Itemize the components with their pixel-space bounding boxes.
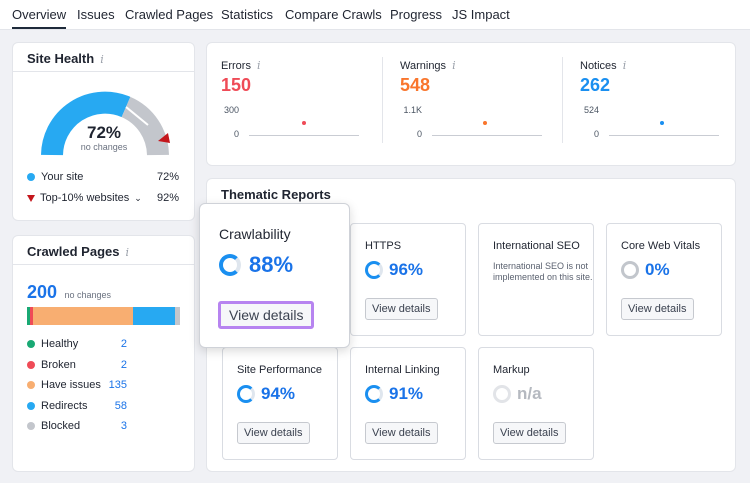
gauge-top-marker [158, 133, 170, 143]
redirects-value[interactable]: 58 [114, 400, 127, 412]
legend-top-websites[interactable]: Top-10% websites ⌄ [27, 192, 142, 204]
your-site-dot [27, 173, 35, 181]
progress-ring-icon [493, 385, 511, 403]
tab-bar: Overview Issues Crawled Pages Statistics… [0, 0, 750, 30]
crawlability-title: Crawlability [219, 226, 291, 242]
view-details-button[interactable]: View details [621, 298, 694, 320]
legend-have-issues: Have issues [27, 379, 101, 391]
bar-blocked[interactable] [175, 307, 180, 325]
tile-https: HTTPS 96% View details [350, 223, 466, 336]
bar-broken[interactable] [30, 307, 33, 325]
issues-summary-card: Errors i 150 300 0 Warnings i 548 1.1K 0 N… [206, 42, 736, 166]
gauge-percent: 72% [86, 123, 122, 142]
broken-value[interactable]: 2 [120, 359, 127, 371]
info-icon[interactable]: i [452, 59, 456, 72]
warnings-axis-max: 1.1K [403, 105, 422, 115]
progress-ring-icon [365, 385, 383, 403]
triangle-icon [27, 194, 35, 202]
tab-overview[interactable]: Overview [12, 7, 67, 29]
healthy-value[interactable]: 2 [120, 338, 127, 350]
tile-core-web-vitals: Core Web Vitals 0% View details [606, 223, 722, 336]
thematic-reports-title: Thematic Reports [221, 187, 331, 202]
crawled-total: 200 no changes [27, 282, 112, 302]
international-seo-note: International SEO is not implemented on … [493, 261, 593, 282]
notices-axis-max: 524 [583, 105, 599, 115]
errors-axis-max: 300 [223, 105, 239, 115]
legend-redirects: Redirects [27, 400, 87, 412]
errors-value[interactable]: 150 [221, 75, 252, 95]
notices-axis-min: 0 [593, 129, 599, 139]
gauge-sub: no changes [80, 142, 128, 152]
tile-international-seo: International SEO International SEO is n… [478, 223, 594, 336]
tab-progress[interactable]: Progress [390, 7, 443, 22]
blocked-value[interactable]: 3 [120, 420, 127, 432]
gauge-rest-arc [121, 96, 169, 156]
notices-sparkline-point [660, 121, 664, 125]
top-websites-value: 92% [156, 192, 179, 204]
view-details-button[interactable]: View details [237, 422, 310, 444]
tab-statistics[interactable]: Statistics [221, 7, 274, 22]
crawled-pages-title: Crawled Pages i [27, 244, 130, 259]
site-health-title: Site Health i [27, 51, 104, 66]
bar-redirects[interactable] [133, 307, 175, 325]
progress-ring-icon [219, 254, 241, 276]
notices-value[interactable]: 262 [580, 75, 611, 95]
tab-compare-crawls[interactable]: Compare Crawls [285, 7, 382, 22]
warnings-value[interactable]: 548 [400, 75, 431, 95]
gauge-your-site-arc [41, 91, 131, 156]
info-icon[interactable]: i [622, 59, 627, 72]
errors-axis-min: 0 [233, 129, 239, 139]
crawled-stacked-bar [27, 307, 180, 325]
view-details-button[interactable]: View details [365, 422, 438, 444]
tab-issues[interactable]: Issues [77, 7, 115, 22]
warnings-axis-min: 0 [416, 129, 422, 139]
tab-js-impact[interactable]: JS Impact [452, 7, 510, 22]
crawled-pages-card: Crawled Pages i 200 no changes Healthy 2 … [12, 235, 195, 472]
legend-your-site: Your site [27, 171, 83, 183]
thematic-reports-card: Thematic Reports HTTPS 96% View details … [206, 178, 736, 472]
legend-broken: Broken [27, 359, 76, 371]
site-health-gauge [41, 91, 170, 156]
bar-healthy[interactable] [27, 307, 30, 325]
view-details-button[interactable]: View details [218, 301, 315, 329]
tile-site-performance: Site Performance 94% View details [222, 347, 338, 460]
site-health-card: Site Health i 72% no changes Your site 72… [12, 42, 195, 221]
errors-sparkline-point [302, 121, 306, 125]
view-details-button[interactable]: View details [493, 422, 566, 444]
warnings-sparkline-point [483, 121, 487, 125]
progress-ring-icon [365, 261, 383, 279]
bar-have-issues[interactable] [33, 307, 133, 325]
tab-crawled-pages[interactable]: Crawled Pages [125, 7, 214, 22]
notices-label: Notices i [580, 59, 627, 72]
tile-internal-linking: Internal Linking 91% View details [350, 347, 466, 460]
have-issues-value[interactable]: 135 [108, 379, 127, 391]
info-icon[interactable]: i [100, 53, 104, 66]
legend-healthy: Healthy [27, 338, 78, 350]
errors-label: Errors i [221, 59, 261, 72]
tile-markup: Markup n/a View details [478, 347, 594, 460]
progress-ring-icon [621, 261, 639, 279]
info-icon[interactable]: i [125, 246, 130, 259]
legend-blocked: Blocked [27, 420, 80, 432]
your-site-value: 72% [156, 171, 179, 183]
crawlability-popup: Crawlability 88% View details [199, 203, 350, 348]
warnings-label: Warnings i [400, 59, 456, 72]
view-details-button[interactable]: View details [365, 298, 438, 320]
info-icon[interactable]: i [256, 59, 261, 72]
chevron-down-icon[interactable]: ⌄ [134, 192, 142, 203]
crawlability-value[interactable]: 88% [249, 252, 294, 277]
progress-ring-icon [237, 385, 255, 403]
